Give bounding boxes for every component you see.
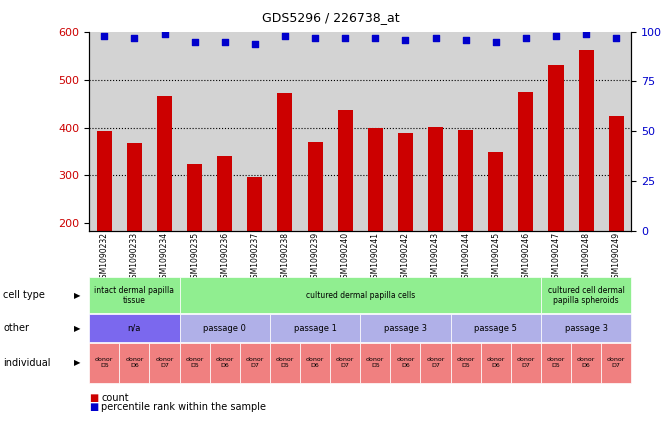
Text: ▶: ▶ — [74, 291, 81, 300]
Text: count: count — [101, 393, 129, 404]
Bar — [278, 93, 292, 231]
Bar — [368, 128, 383, 231]
Text: donor
D5: donor D5 — [276, 357, 294, 368]
Text: donor
D5: donor D5 — [366, 357, 385, 368]
Point — [400, 36, 410, 43]
Text: donor
D7: donor D7 — [607, 357, 625, 368]
Point — [310, 34, 321, 41]
Text: donor
D5: donor D5 — [547, 357, 565, 368]
Point — [490, 38, 501, 45]
Text: donor
D6: donor D6 — [577, 357, 596, 368]
Bar — [157, 96, 172, 231]
Text: donor
D7: donor D7 — [517, 357, 535, 368]
Bar — [578, 50, 594, 231]
Text: passage 3: passage 3 — [384, 324, 427, 332]
Text: donor
D7: donor D7 — [246, 357, 264, 368]
Point — [370, 34, 381, 41]
Text: cell type: cell type — [3, 291, 45, 300]
Text: donor
D5: donor D5 — [95, 357, 114, 368]
Bar — [488, 152, 503, 231]
Text: passage 1: passage 1 — [293, 324, 336, 332]
Text: passage 3: passage 3 — [564, 324, 607, 332]
Bar — [398, 133, 413, 231]
Point — [250, 40, 260, 47]
Text: donor
D5: donor D5 — [186, 357, 204, 368]
Bar — [127, 143, 142, 231]
Point — [129, 34, 139, 41]
Point — [581, 30, 592, 37]
Point — [340, 34, 350, 41]
Bar — [187, 164, 202, 231]
Text: cultured dermal papilla cells: cultured dermal papilla cells — [305, 291, 415, 300]
Bar — [338, 110, 353, 231]
Text: intact dermal papilla
tissue: intact dermal papilla tissue — [95, 286, 175, 305]
Text: donor
D6: donor D6 — [306, 357, 325, 368]
Point — [521, 34, 531, 41]
Text: donor
D7: donor D7 — [155, 357, 174, 368]
Text: ▶: ▶ — [74, 324, 81, 332]
Text: passage 5: passage 5 — [475, 324, 517, 332]
Text: passage 0: passage 0 — [204, 324, 246, 332]
Text: individual: individual — [3, 358, 51, 368]
Point — [99, 32, 110, 39]
Bar — [97, 131, 112, 231]
Text: donor
D7: donor D7 — [426, 357, 445, 368]
Point — [430, 34, 441, 41]
Text: other: other — [3, 323, 29, 333]
Text: ▶: ▶ — [74, 358, 81, 367]
Text: ■: ■ — [89, 402, 98, 412]
Text: donor
D7: donor D7 — [336, 357, 354, 368]
Text: donor
D6: donor D6 — [396, 357, 414, 368]
Text: donor
D5: donor D5 — [457, 357, 475, 368]
Bar — [217, 156, 232, 231]
Text: GDS5296 / 226738_at: GDS5296 / 226738_at — [262, 11, 399, 24]
Bar — [307, 142, 323, 231]
Text: donor
D6: donor D6 — [486, 357, 505, 368]
Bar — [428, 127, 443, 231]
Text: cultured cell dermal
papilla spheroids: cultured cell dermal papilla spheroids — [548, 286, 625, 305]
Text: n/a: n/a — [128, 324, 141, 332]
Bar — [247, 177, 262, 231]
Bar — [518, 92, 533, 231]
Point — [159, 30, 170, 37]
Bar — [609, 116, 624, 231]
Point — [280, 32, 290, 39]
Point — [219, 38, 230, 45]
Point — [551, 32, 561, 39]
Bar — [549, 65, 563, 231]
Bar — [458, 130, 473, 231]
Point — [189, 38, 200, 45]
Text: ■: ■ — [89, 393, 98, 404]
Text: donor
D6: donor D6 — [215, 357, 234, 368]
Text: percentile rank within the sample: percentile rank within the sample — [101, 402, 266, 412]
Point — [611, 34, 621, 41]
Text: donor
D6: donor D6 — [125, 357, 143, 368]
Point — [460, 36, 471, 43]
